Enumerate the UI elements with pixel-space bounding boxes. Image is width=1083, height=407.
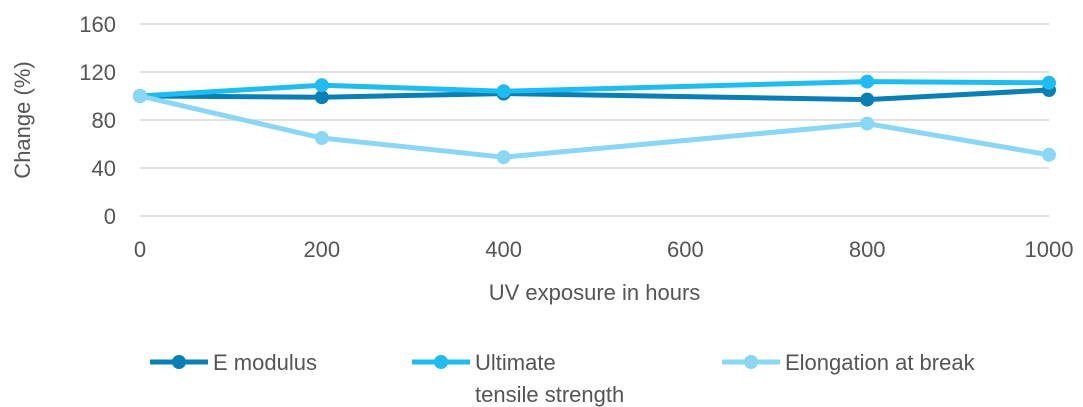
data-point xyxy=(860,116,875,131)
legend-label: Ultimate xyxy=(475,350,556,375)
x-tick-label: 0 xyxy=(134,237,146,262)
y-tick-label: 40 xyxy=(92,156,116,181)
x-tick-label: 400 xyxy=(485,237,522,262)
data-point xyxy=(314,131,329,145)
y-tick-label: 160 xyxy=(79,12,116,37)
series-lines xyxy=(133,74,1056,165)
y-tick-labels: 0 40 80 120 160 xyxy=(79,12,116,229)
y-tick-label: 0 xyxy=(104,204,116,229)
series-2 xyxy=(133,89,1056,165)
legend-swatch-marker xyxy=(744,355,758,369)
series-line xyxy=(139,93,1050,160)
data-point xyxy=(860,92,875,107)
x-tick-label: 600 xyxy=(667,237,704,262)
gridlines xyxy=(140,23,1049,217)
legend-label: E modulus xyxy=(213,350,317,375)
x-tick-label: 800 xyxy=(849,237,886,262)
legend-label: Elongation at break xyxy=(785,350,976,375)
x-tick-labels: 0 200 400 600 800 1000 xyxy=(134,237,1074,262)
legend-item-1: Ultimate tensile strength xyxy=(412,350,624,407)
data-point xyxy=(1042,147,1056,162)
data-point xyxy=(496,84,511,99)
data-point xyxy=(1042,75,1056,90)
legend-label: tensile strength xyxy=(475,382,624,407)
legend-item-2: Elongation at break xyxy=(722,350,976,375)
data-point xyxy=(314,78,329,93)
y-axis-title: Change (%) xyxy=(10,61,35,178)
data-point xyxy=(860,74,875,89)
legend-swatch-marker xyxy=(172,355,186,369)
data-point xyxy=(133,89,147,103)
y-tick-label: 80 xyxy=(92,108,116,133)
x-tick-label: 200 xyxy=(303,237,340,262)
legend-item-0: E modulus xyxy=(150,350,317,375)
y-tick-label: 120 xyxy=(79,60,116,85)
x-tick-label: 1000 xyxy=(1025,237,1074,262)
x-axis-title: UV exposure in hours xyxy=(489,280,701,305)
data-point xyxy=(314,90,329,105)
legend: E modulus Ultimate tensile strength Elongat… xyxy=(150,350,976,407)
legend-swatch-marker xyxy=(434,355,448,369)
series-line xyxy=(139,87,1050,103)
data-point xyxy=(496,150,511,165)
